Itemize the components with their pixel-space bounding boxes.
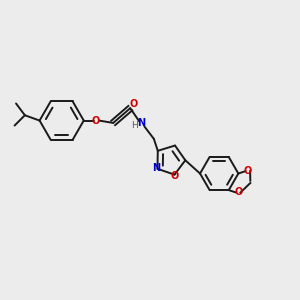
Text: O: O <box>92 116 100 126</box>
Text: O: O <box>170 171 178 182</box>
Text: O: O <box>234 188 242 197</box>
Text: O: O <box>130 99 138 109</box>
Text: N: N <box>137 118 146 128</box>
Text: N: N <box>152 163 160 172</box>
Text: H: H <box>132 121 138 130</box>
Text: O: O <box>244 166 252 176</box>
